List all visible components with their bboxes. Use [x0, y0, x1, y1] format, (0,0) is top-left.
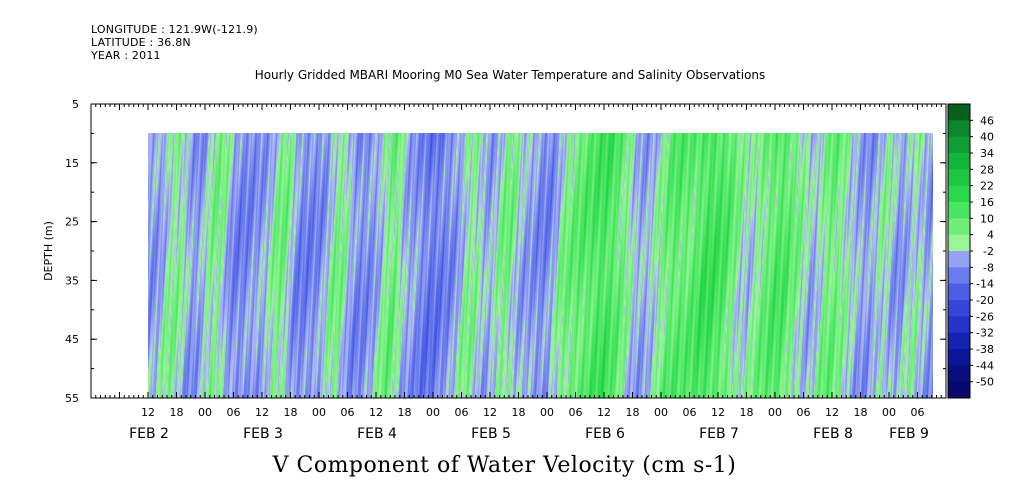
colorbar-band	[948, 234, 970, 252]
colorbar-label: -32	[976, 327, 994, 340]
colorbar-label: 4	[987, 229, 994, 242]
colorbar-label: -38	[976, 343, 994, 356]
x-hour-label: 06	[797, 406, 811, 419]
colorbar-label: 34	[980, 147, 994, 160]
colorbar-band	[948, 251, 970, 268]
x-day-label: FEB 6	[585, 426, 625, 442]
colorbar-band	[948, 153, 970, 170]
y-tick-label: 15	[65, 157, 79, 170]
x-hour-label: 06	[683, 406, 697, 419]
colorbar-band	[948, 381, 970, 399]
colorbar-band	[948, 136, 970, 154]
x-day-label: FEB 4	[357, 426, 397, 442]
y-axis-label: DEPTH (m)	[42, 221, 55, 281]
colorbar-label: -26	[976, 310, 994, 323]
colorbar-band	[948, 185, 970, 203]
x-hour-label: 18	[854, 406, 868, 419]
x-hour-label: 12	[255, 406, 269, 419]
x-day-label: FEB 5	[471, 426, 511, 442]
colorbar-band	[948, 283, 970, 301]
longitude-label: LONGITUDE : 121.9W(-121.9)	[91, 23, 258, 36]
x-hour-label: 00	[426, 406, 440, 419]
colorbar-label: 10	[980, 212, 994, 225]
x-hour-label: 18	[512, 406, 526, 419]
colorbar-band	[948, 349, 970, 366]
colorbar-band	[948, 104, 970, 121]
colorbar-band	[948, 169, 970, 187]
colorbar-band	[948, 316, 970, 334]
colorbar-label: 28	[980, 163, 994, 176]
x-day-label: FEB 2	[129, 426, 169, 442]
x-hour-label: 18	[626, 406, 640, 419]
axes: 5 15 25 35 45 55 12 18 00 06 12 18 00 06 12 18 00 06 12 18 0…	[65, 98, 947, 442]
latitude-label: LATITUDE : 36.8N	[91, 36, 191, 49]
y-tick-label: 5	[72, 98, 79, 111]
x-hour-label: 06	[341, 406, 355, 419]
colorbar-band	[948, 267, 970, 285]
x-hour-label: 12	[141, 406, 155, 419]
colorbar-band	[948, 300, 970, 317]
colorbar-label: -2	[983, 245, 994, 258]
chart-title: Hourly Gridded MBARI Mooring M0 Sea Wate…	[254, 68, 766, 82]
heatmap-field	[148, 133, 933, 398]
colorbar-label: -8	[983, 261, 994, 274]
x-hour-label: 00	[312, 406, 326, 419]
year-label: YEAR : 2011	[91, 49, 161, 62]
x-hour-label: 12	[369, 406, 383, 419]
colorbar-label: -50	[976, 376, 994, 389]
y-tick-label: 35	[65, 274, 79, 287]
x-hour-label: 12	[483, 406, 497, 419]
y-tick-label: 55	[65, 392, 79, 405]
colorbar-label: 40	[980, 131, 994, 144]
x-hour-label: 12	[825, 406, 839, 419]
x-hour-label: 06	[911, 406, 925, 419]
colorbar-band	[948, 218, 970, 236]
x-hour-label: 18	[398, 406, 412, 419]
colorbar-label: -20	[976, 294, 994, 307]
colorbar-band	[948, 365, 970, 383]
x-hour-label: 06	[227, 406, 241, 419]
x-hour-label: 18	[284, 406, 298, 419]
x-day-label: FEB 3	[243, 426, 283, 442]
colorbar-band	[948, 202, 970, 219]
x-day-label: FEB 8	[813, 426, 853, 442]
x-hour-label: 00	[540, 406, 554, 419]
x-hour-label: 18	[740, 406, 754, 419]
x-day-label: FEB 9	[889, 426, 929, 442]
x-hour-label: 06	[569, 406, 583, 419]
x-hour-label: 00	[882, 406, 896, 419]
x-hour-label: 18	[170, 406, 184, 419]
y-tick-label: 25	[65, 216, 79, 229]
y-tick-label: 45	[65, 333, 79, 346]
colorbar: 46 40 34 28 22 16 10 4 -2 -8 -14 -20 -26 -32 -38 -44 -50	[947, 103, 994, 399]
colorbar-label: 46	[980, 114, 994, 127]
colorbar-band	[948, 120, 970, 138]
colorbar-band	[948, 332, 970, 350]
x-day-label: FEB 7	[699, 426, 739, 442]
colorbar-label: 22	[980, 180, 994, 193]
colorbar-label: 16	[980, 196, 994, 209]
colorbar-label: -14	[976, 278, 994, 291]
x-hour-label: 12	[711, 406, 725, 419]
x-hour-label: 00	[768, 406, 782, 419]
x-axis-label: V Component of Water Velocity (cm s-1)	[272, 453, 737, 478]
colorbar-label: -44	[976, 359, 994, 372]
x-hour-label: 00	[654, 406, 668, 419]
heatmap-image	[148, 133, 933, 398]
x-hour-label: 06	[455, 406, 469, 419]
x-hour-label: 00	[198, 406, 212, 419]
x-hour-label: 12	[597, 406, 611, 419]
